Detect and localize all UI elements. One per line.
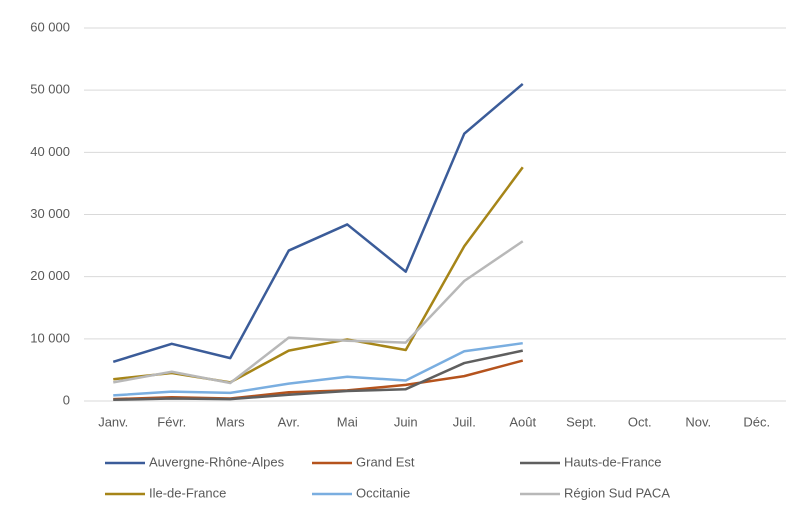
legend-label: Occitanie [356, 485, 410, 500]
y-tick-label: 20 000 [30, 268, 70, 283]
x-tick-label: Avr. [278, 414, 300, 429]
x-tick-label: Févr. [157, 414, 186, 429]
y-tick-label: 0 [63, 392, 70, 407]
x-tick-label: Sept. [566, 414, 596, 429]
y-tick-label: 40 000 [30, 144, 70, 159]
legend-label: Hauts-de-France [564, 454, 662, 469]
x-tick-label: Août [509, 414, 536, 429]
series-line [112, 82, 524, 364]
y-tick-label: 60 000 [30, 19, 70, 34]
x-tick-label: Mars [216, 414, 245, 429]
y-tick-label: 50 000 [30, 82, 70, 97]
legend-label: Région Sud PACA [564, 485, 670, 500]
series-line [113, 166, 524, 384]
legend-label: Ile-de-France [149, 485, 226, 500]
x-tick-label: Janv. [98, 414, 128, 429]
y-tick-label: 30 000 [30, 206, 70, 221]
y-tick-label: 10 000 [30, 330, 70, 345]
series-line [113, 349, 524, 402]
x-tick-label: Oct. [628, 414, 652, 429]
series-line [113, 341, 523, 397]
legend-label: Auvergne-Rhône-Alpes [149, 454, 285, 469]
legend-label: Grand Est [356, 454, 415, 469]
x-tick-label: Juil. [453, 414, 476, 429]
x-tick-label: Déc. [743, 414, 770, 429]
series-line [113, 240, 524, 385]
x-tick-label: Nov. [685, 414, 711, 429]
x-tick-label: Mai [337, 414, 358, 429]
x-tick-label: Juin [394, 414, 418, 429]
